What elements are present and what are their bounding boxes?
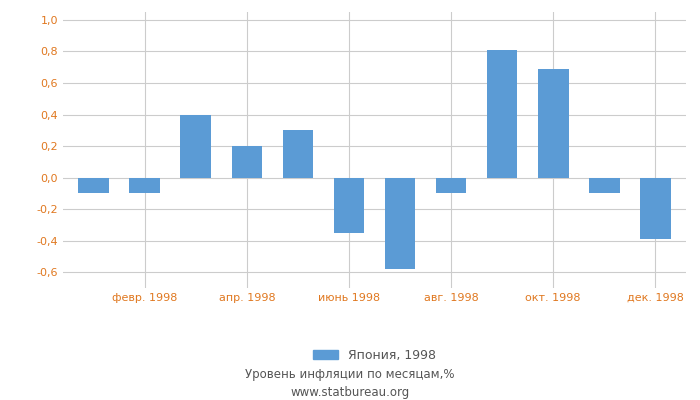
Legend: Япония, 1998: Япония, 1998 bbox=[308, 344, 441, 367]
Bar bbox=[640, 178, 671, 239]
Bar bbox=[538, 69, 568, 178]
Bar bbox=[486, 50, 517, 178]
Text: www.statbureau.org: www.statbureau.org bbox=[290, 386, 410, 399]
Bar bbox=[436, 178, 466, 193]
Bar bbox=[130, 178, 160, 193]
Bar bbox=[283, 130, 313, 178]
Bar bbox=[385, 178, 415, 269]
Bar bbox=[334, 178, 364, 233]
Bar bbox=[232, 146, 262, 178]
Bar bbox=[181, 114, 211, 178]
Bar bbox=[78, 178, 109, 193]
Text: Уровень инфляции по месяцам,%: Уровень инфляции по месяцам,% bbox=[245, 368, 455, 381]
Bar bbox=[589, 178, 620, 193]
